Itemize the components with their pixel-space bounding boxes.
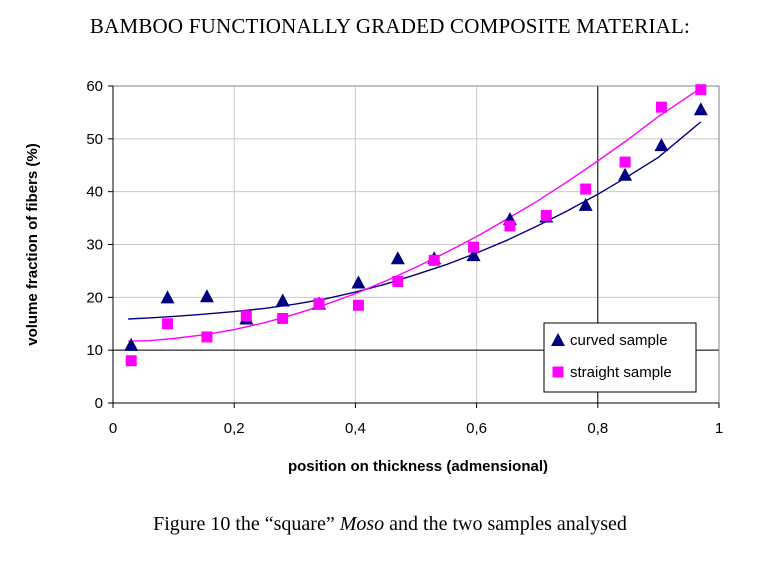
legend-label: curved sample xyxy=(570,332,668,349)
page-heading: BAMBOO FUNCTIONALLY GRADED COMPOSITE MAT… xyxy=(89,14,691,38)
square-data-point xyxy=(277,312,289,324)
x-tick-label: 0 xyxy=(109,420,117,437)
square-data-point xyxy=(580,183,592,195)
triangle-data-point xyxy=(275,293,290,307)
triangle-data-point xyxy=(351,275,366,289)
triangle-data-point xyxy=(693,102,708,116)
square-data-point xyxy=(352,299,364,311)
square-data-point xyxy=(313,298,325,310)
triangle-data-point xyxy=(160,290,175,304)
square-data-point xyxy=(619,156,631,168)
x-tick-label: 0,4 xyxy=(345,420,366,437)
triangle-data-point xyxy=(466,248,481,262)
figure-caption: Figure 10 the “square” Moso and the two … xyxy=(0,513,780,536)
legend-label: straight sample xyxy=(570,364,672,381)
square-data-point xyxy=(540,209,552,221)
y-tick-label: 40 xyxy=(86,184,103,201)
y-tick-label: 0 xyxy=(95,395,103,412)
square-data-point xyxy=(240,310,252,322)
legend-box xyxy=(543,322,697,393)
square-data-point xyxy=(468,241,480,253)
triangle-data-point xyxy=(618,167,633,181)
caption-italic: Moso xyxy=(339,513,385,535)
caption-suffix: and the two samples analysed xyxy=(384,513,627,535)
caption-prefix: Figure 10 the “square” xyxy=(153,513,340,535)
triangle-data-point xyxy=(654,138,669,152)
square-data-point xyxy=(428,254,440,266)
triangle-data-point xyxy=(578,197,593,211)
y-tick-label: 60 xyxy=(86,78,103,95)
trendline-square xyxy=(128,87,702,342)
legend-marker-square xyxy=(552,366,564,378)
triangle-data-point xyxy=(199,289,214,303)
square-data-point xyxy=(504,220,516,232)
trendline-triangle xyxy=(128,121,702,320)
y-axis-label: volume fraction of fibers (%) xyxy=(24,143,41,346)
y-tick-label: 50 xyxy=(86,131,103,148)
x-tick-label: 0,8 xyxy=(587,420,608,437)
triangle-data-point xyxy=(124,337,139,351)
x-tick-label: 0,6 xyxy=(466,420,487,437)
y-tick-label: 30 xyxy=(86,237,103,254)
y-tick-label: 10 xyxy=(86,342,103,359)
square-data-point xyxy=(655,101,667,113)
x-axis-label: position on thickness (admensional) xyxy=(288,458,548,475)
triangle-data-point xyxy=(390,251,405,265)
square-data-point xyxy=(695,84,707,96)
square-data-point xyxy=(201,331,213,343)
x-tick-label: 0,2 xyxy=(224,420,245,437)
y-tick-label: 20 xyxy=(86,289,103,306)
square-data-point xyxy=(392,275,404,287)
square-data-point xyxy=(125,355,137,367)
legend-marker-triangle xyxy=(551,333,565,346)
x-tick-label: 1 xyxy=(715,420,723,437)
square-data-point xyxy=(162,318,174,330)
